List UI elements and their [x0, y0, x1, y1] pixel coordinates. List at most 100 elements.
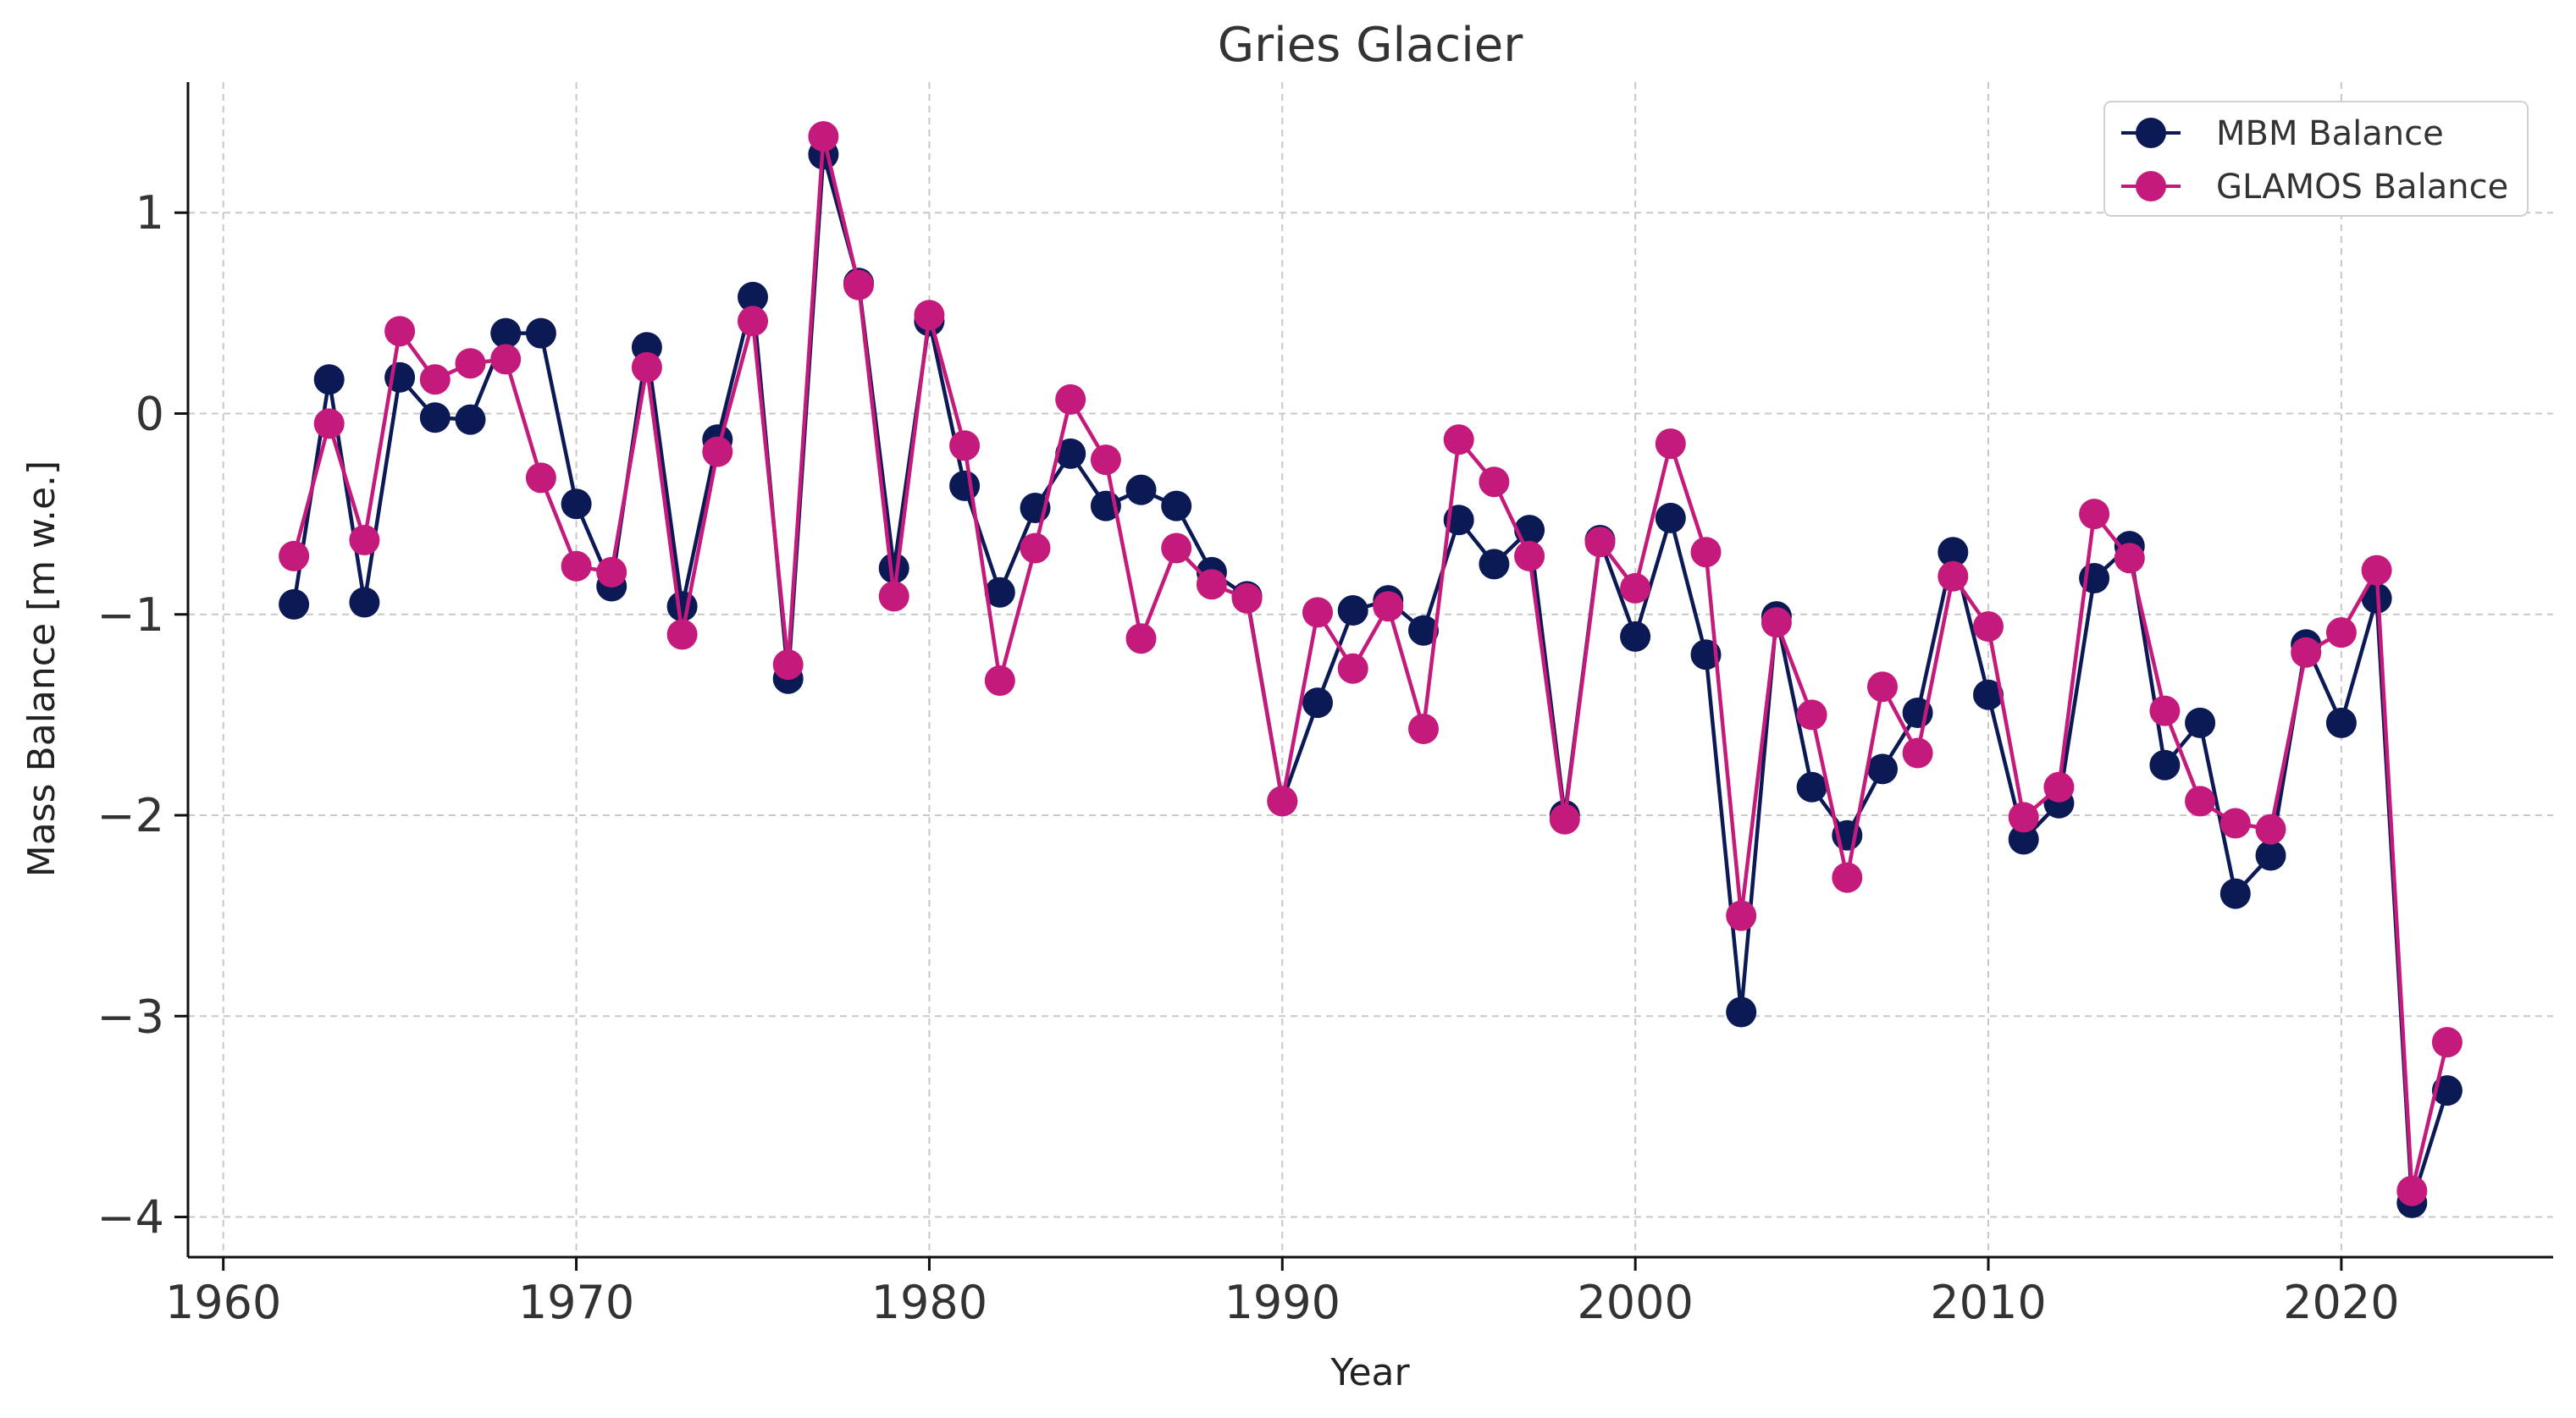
data-point-1-1983: [1020, 532, 1051, 564]
data-point-1-1977: [808, 121, 839, 152]
data-point-1-1963: [313, 408, 345, 439]
data-point-1-2006: [1832, 862, 1863, 893]
legend-marker-glamos: [2136, 171, 2166, 201]
data-point-1-2011: [2008, 802, 2039, 833]
data-point-1-2015: [2149, 695, 2181, 726]
x-tick-label-2000: 2000: [1577, 1276, 1693, 1329]
data-point-1-1999: [1584, 527, 1616, 558]
data-point-1-1969: [525, 462, 556, 494]
data-point-1-1997: [1514, 540, 1545, 571]
y-tick-label-0: 1: [135, 186, 164, 240]
data-point-0-1962: [279, 588, 310, 620]
data-point-0-1970: [561, 488, 592, 520]
data-point-0-1994: [1408, 615, 1439, 646]
data-point-0-2010: [1973, 679, 2004, 710]
data-point-1-1967: [455, 348, 486, 379]
data-point-0-1979: [878, 553, 909, 584]
data-point-0-1968: [490, 317, 522, 349]
data-point-1-2019: [2291, 637, 2322, 668]
data-point-0-1966: [419, 402, 451, 433]
data-point-1-2016: [2185, 786, 2216, 817]
data-point-1-2012: [2043, 771, 2075, 803]
x-tick-label-2020: 2020: [2283, 1276, 2399, 1329]
data-point-0-2000: [1620, 621, 1651, 652]
data-point-1-1978: [843, 269, 874, 301]
data-point-0-1969: [525, 317, 556, 349]
data-point-1-1994: [1408, 714, 1439, 744]
data-point-1-1971: [596, 556, 627, 588]
data-point-0-1967: [455, 404, 486, 435]
data-point-0-2007: [1867, 753, 1898, 785]
legend-label-glamos: GLAMOS Balance: [2216, 168, 2508, 207]
data-point-0-1981: [949, 470, 981, 501]
data-point-1-2000: [1620, 572, 1651, 604]
chart-title: Gries Glacier: [1218, 18, 1523, 73]
data-point-1-2017: [2219, 808, 2251, 839]
x-tick-label-1980: 1980: [871, 1276, 987, 1329]
data-point-1-1991: [1302, 597, 1333, 628]
data-point-1-2002: [1690, 537, 1722, 568]
x-axis-label: Year: [1329, 1351, 1410, 1394]
data-point-0-2003: [1726, 996, 1757, 1028]
data-point-1-1970: [561, 550, 592, 582]
data-point-1-1962: [279, 540, 310, 571]
data-point-0-1964: [349, 587, 380, 618]
data-point-1-1993: [1373, 591, 1404, 622]
data-point-1-1981: [949, 430, 981, 461]
y-tick-label-3: −2: [97, 789, 164, 842]
data-point-0-2011: [2008, 824, 2039, 855]
data-point-1-2010: [1973, 611, 2004, 642]
data-point-0-2016: [2185, 707, 2216, 738]
data-point-1-1985: [1090, 444, 1121, 476]
legend-marker-mbm: [2136, 118, 2166, 148]
y-tick-label-5: −4: [97, 1191, 164, 1244]
data-point-1-1992: [1337, 653, 1368, 684]
data-point-1-2018: [2255, 814, 2286, 845]
data-point-1-1972: [631, 351, 662, 383]
data-point-1-2007: [1867, 671, 1898, 703]
data-point-0-2018: [2255, 840, 2286, 871]
x-tick-label-1990: 1990: [1224, 1276, 1341, 1329]
data-point-1-1965: [384, 316, 416, 347]
x-tick-label-1960: 1960: [165, 1276, 281, 1329]
data-point-0-1982: [984, 577, 1015, 608]
data-point-1-1986: [1125, 623, 1157, 654]
data-point-0-2017: [2219, 878, 2251, 909]
data-point-0-1984: [1055, 438, 1086, 469]
data-point-0-2001: [1655, 502, 1686, 533]
data-point-1-2021: [2361, 555, 2392, 586]
data-point-0-1996: [1479, 549, 1510, 580]
series-layer: [279, 121, 2463, 1218]
series-line-0: [291, 152, 2450, 1206]
data-point-0-1973: [666, 591, 698, 622]
data-point-1-1979: [878, 581, 909, 612]
legend-box: [2103, 101, 2529, 217]
data-point-1-1990: [1267, 786, 1298, 817]
data-point-1-1966: [419, 364, 451, 395]
y-axis-label: Mass Balance [m w.e.]: [20, 461, 64, 877]
data-point-1-1984: [1055, 383, 1086, 415]
data-point-1-1998: [1549, 803, 1580, 835]
data-point-1-2004: [1761, 607, 1792, 638]
data-point-0-1987: [1161, 490, 1192, 521]
y-tick-label-4: −3: [97, 990, 164, 1043]
data-point-1-2001: [1655, 428, 1686, 460]
data-point-1-1975: [738, 306, 768, 337]
data-point-0-2005: [1796, 771, 1827, 803]
data-point-1-1988: [1196, 569, 1227, 600]
x-tick-label-1970: 1970: [518, 1276, 634, 1329]
data-point-1-1989: [1231, 582, 1263, 614]
x-tick-label-2010: 2010: [1930, 1276, 2046, 1329]
data-point-1-2023: [2431, 1027, 2463, 1058]
data-point-1-1987: [1161, 532, 1192, 564]
series-1: [279, 121, 2463, 1206]
data-point-1-1982: [984, 665, 1015, 696]
data-point-1-2013: [2079, 499, 2110, 530]
y-tick-label-2: −1: [97, 588, 164, 642]
legend-label-mbm: MBM Balance: [2216, 114, 2444, 153]
data-point-1-1996: [1479, 466, 1510, 498]
data-point-0-2015: [2149, 749, 2181, 781]
data-point-1-2008: [1902, 737, 1933, 769]
grid-lines: [188, 82, 2553, 1257]
